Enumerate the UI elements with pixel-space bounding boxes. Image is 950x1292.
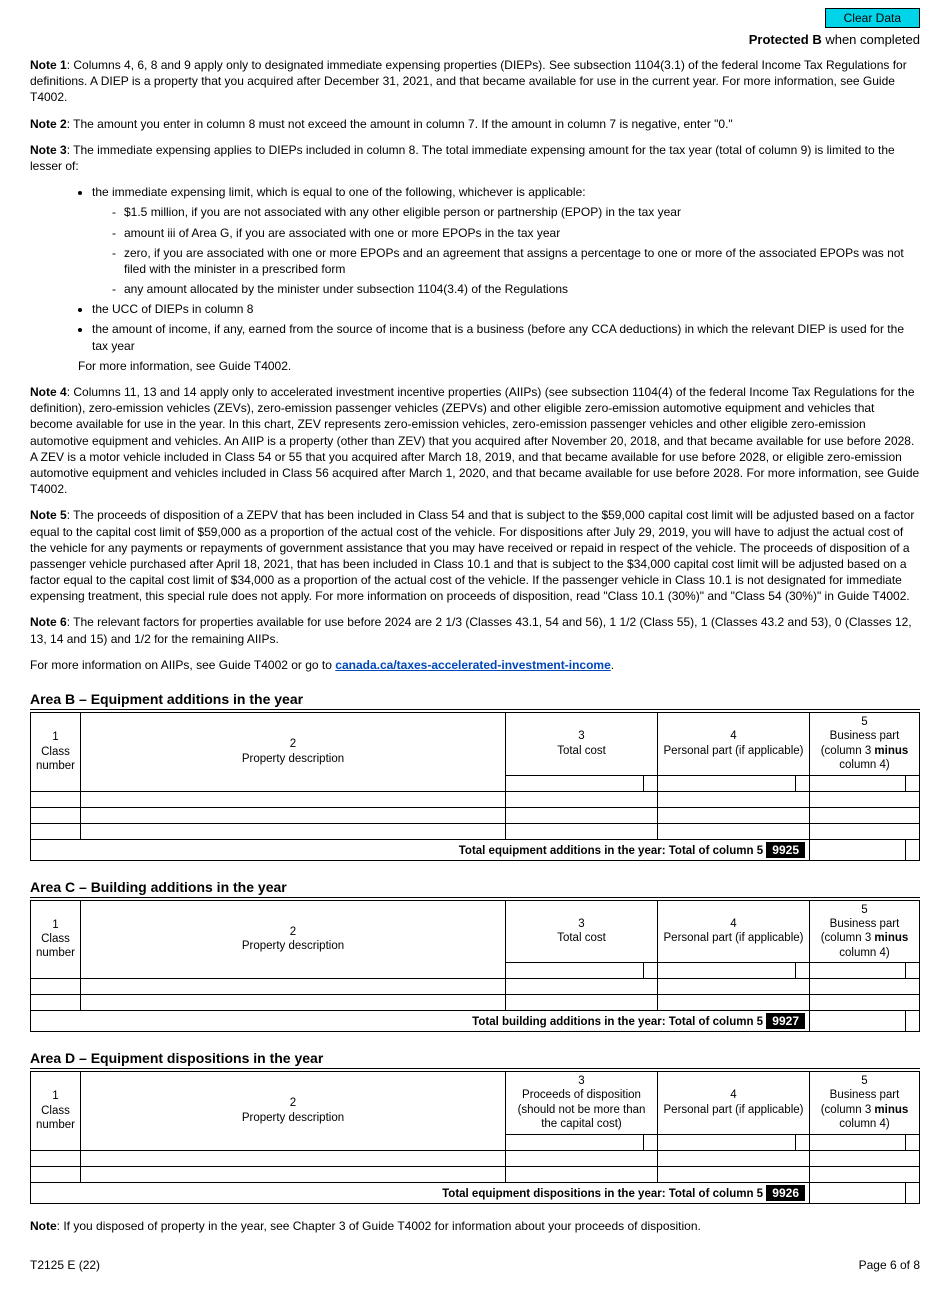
protected-label: Protected B when completed	[30, 32, 920, 47]
page-number: Page 6 of 8	[859, 1258, 920, 1272]
code-9927: 9927	[766, 1013, 805, 1029]
note-5: Note 5: The proceeds of disposition of a…	[30, 507, 920, 604]
area-d-table: 1Class number 2Property description 3Pro…	[30, 1071, 920, 1204]
note-1: Note 1: Columns 4, 6, 8 and 9 apply only…	[30, 57, 920, 106]
table-row[interactable]	[31, 1150, 920, 1166]
note-6: Note 6: The relevant factors for propert…	[30, 614, 920, 646]
area-b-title: Area B – Equipment additions in the year	[30, 691, 920, 710]
area-d-title: Area D – Equipment dispositions in the y…	[30, 1050, 920, 1069]
table-row[interactable]	[31, 1166, 920, 1182]
table-row[interactable]	[31, 995, 920, 1011]
area-c-table: 1Class number 2Property description 3Tot…	[30, 900, 920, 1033]
aiip-link[interactable]: canada.ca/taxes-accelerated-investment-i…	[335, 658, 610, 672]
table-row[interactable]	[31, 791, 920, 807]
table-row[interactable]	[31, 979, 920, 995]
note-4: Note 4: Columns 11, 13 and 14 apply only…	[30, 384, 920, 497]
code-9926: 9926	[766, 1185, 805, 1201]
aiip-info: For more information on AIIPs, see Guide…	[30, 657, 920, 673]
note-3: Note 3: The immediate expensing applies …	[30, 142, 920, 174]
note-2: Note 2: The amount you enter in column 8…	[30, 116, 920, 132]
table-row[interactable]	[31, 807, 920, 823]
table-row[interactable]	[31, 823, 920, 839]
note-disposition: Note: If you disposed of property in the…	[30, 1218, 920, 1234]
form-id: T2125 E (22)	[30, 1258, 100, 1272]
note-3-more: For more information, see Guide T4002.	[78, 358, 920, 374]
clear-data-button[interactable]: Clear Data	[825, 8, 920, 28]
code-9925: 9925	[766, 842, 805, 858]
area-b-table: 1Class number 2Property description 3Tot…	[30, 712, 920, 861]
area-c-title: Area C – Building additions in the year	[30, 879, 920, 898]
note-3-bullets: the immediate expensing limit, which is …	[92, 184, 920, 354]
